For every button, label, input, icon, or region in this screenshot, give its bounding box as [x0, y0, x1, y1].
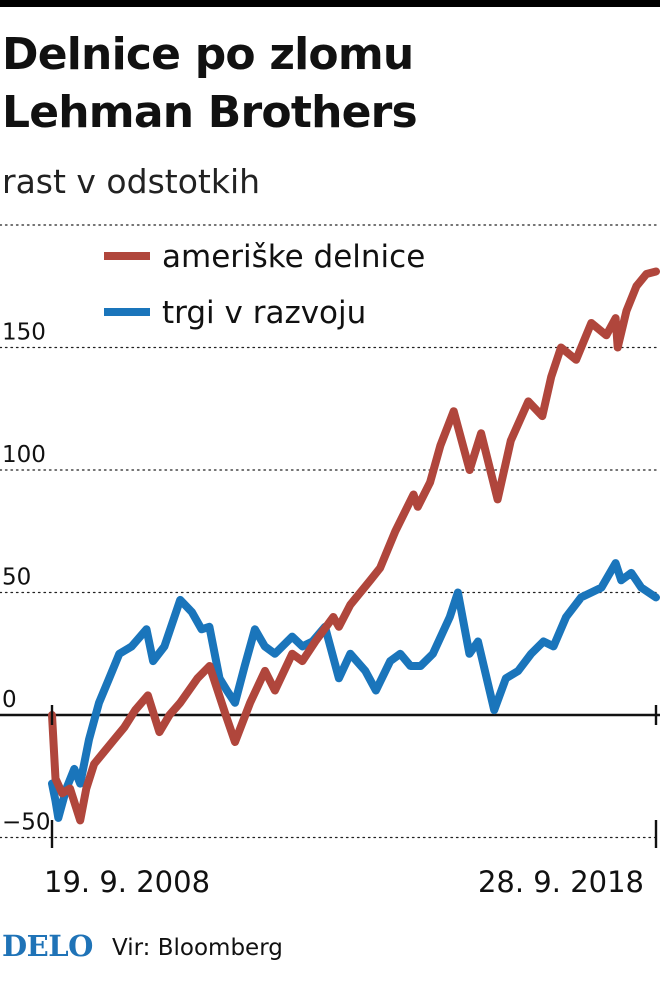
- series-line: [48, 267, 660, 825]
- legend: ameriške delnice trgi v razvoju: [104, 239, 425, 331]
- x-tick-label: 28. 9. 2018: [478, 865, 644, 899]
- chart-title-line-2: Lehman Brothers: [2, 87, 418, 138]
- x-axis: 19. 9. 2008 28. 9. 2018: [44, 705, 658, 899]
- legend-label: ameriške delnice: [162, 239, 425, 275]
- gridlines: [0, 224, 660, 839]
- y-tick-label: 50: [2, 565, 31, 591]
- top-rule: [0, 0, 660, 7]
- series-lines: [48, 267, 660, 825]
- chart-title-line-1: Delnice po zlomu: [2, 29, 414, 80]
- y-tick-label: 0: [2, 687, 17, 713]
- y-axis-tick-labels: −50 0 50 100 150: [2, 320, 51, 836]
- chart-title: Delnice po zlomu Lehman Brothers: [2, 26, 652, 142]
- y-tick-label: 150: [2, 320, 46, 346]
- legend-label: trgi v razvoju: [162, 295, 366, 331]
- y-tick-label: 100: [2, 442, 46, 468]
- y-tick-label: −50: [2, 810, 51, 836]
- line-chart: −50 0 50 100 150 ameriške delnice trgi v razv…: [0, 224, 660, 899]
- source-note: Vir: Bloomberg: [112, 935, 283, 961]
- delo-logo: DELO: [2, 929, 93, 963]
- x-tick-label: 19. 9. 2008: [44, 865, 210, 899]
- chart-subtitle: rast v odstotkih: [2, 162, 261, 201]
